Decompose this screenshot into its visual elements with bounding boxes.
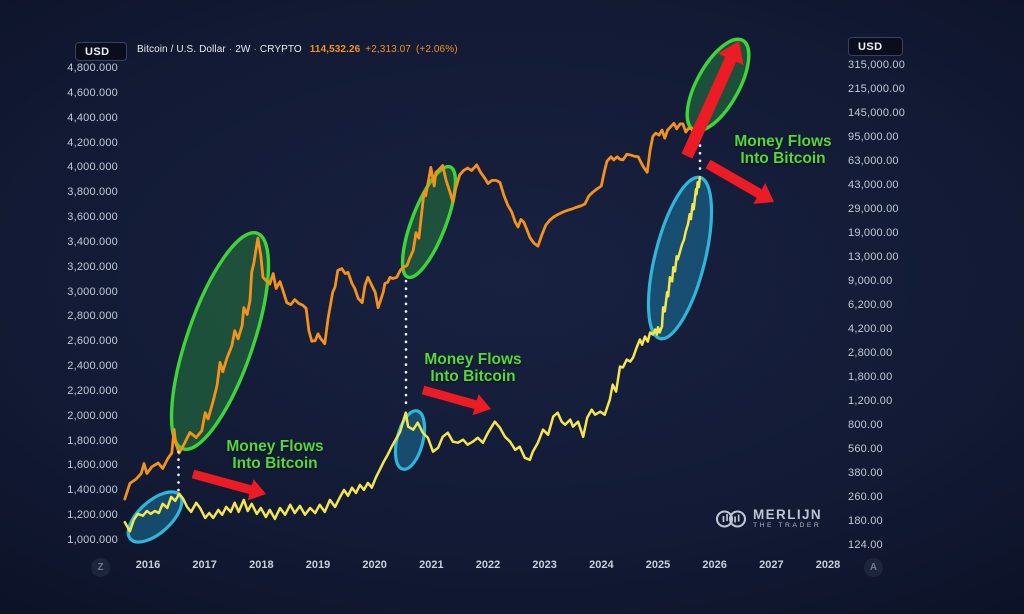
x-axis-year-label: 2023 xyxy=(532,559,557,571)
x-axis-year-label: 2028 xyxy=(815,559,841,571)
x-axis-year-label: 2017 xyxy=(192,559,217,571)
watermark-subtitle: THE TRADER xyxy=(753,522,822,529)
corner-letter-z: Z xyxy=(91,558,110,577)
annotation-line1: Money Flows xyxy=(424,351,522,368)
money-flows-annotation-1: Money Flows Into Bitcoin xyxy=(200,438,350,472)
x-axis-year-label: 2025 xyxy=(645,559,671,571)
x-axis-year-label: 2027 xyxy=(759,559,784,571)
x-axis-year-label: 2021 xyxy=(419,559,444,571)
x-axis-year-label: 2020 xyxy=(362,559,387,571)
watermark-name: MERLIJN xyxy=(753,507,823,522)
x-axis-year-label: 2022 xyxy=(475,559,501,571)
merlijn-watermark: MERLIJN THE TRADER xyxy=(714,504,822,534)
annotation-line1: Money Flows xyxy=(734,133,832,150)
annotation-line2: Into Bitcoin xyxy=(232,455,318,472)
x-axis-year-label: 2018 xyxy=(249,559,274,571)
annotation-line2: Into Bitcoin xyxy=(740,150,826,167)
x-axis-year-label: 2019 xyxy=(305,559,331,571)
corner-letter-a: A xyxy=(864,558,883,577)
money-flows-annotation-2: Money Flows Into Bitcoin xyxy=(398,351,548,385)
money-flows-annotation-3: Money Flows Into Bitcoin xyxy=(708,133,858,167)
x-axis-year-label: 2024 xyxy=(589,559,614,571)
annotation-line2: Into Bitcoin xyxy=(430,368,516,385)
merlijn-infinity-logo-icon xyxy=(715,510,747,528)
annotation-line1: Money Flows xyxy=(226,438,324,455)
x-axis-year-label: 2016 xyxy=(135,559,161,571)
x-axis-year-label: 2026 xyxy=(702,559,727,571)
